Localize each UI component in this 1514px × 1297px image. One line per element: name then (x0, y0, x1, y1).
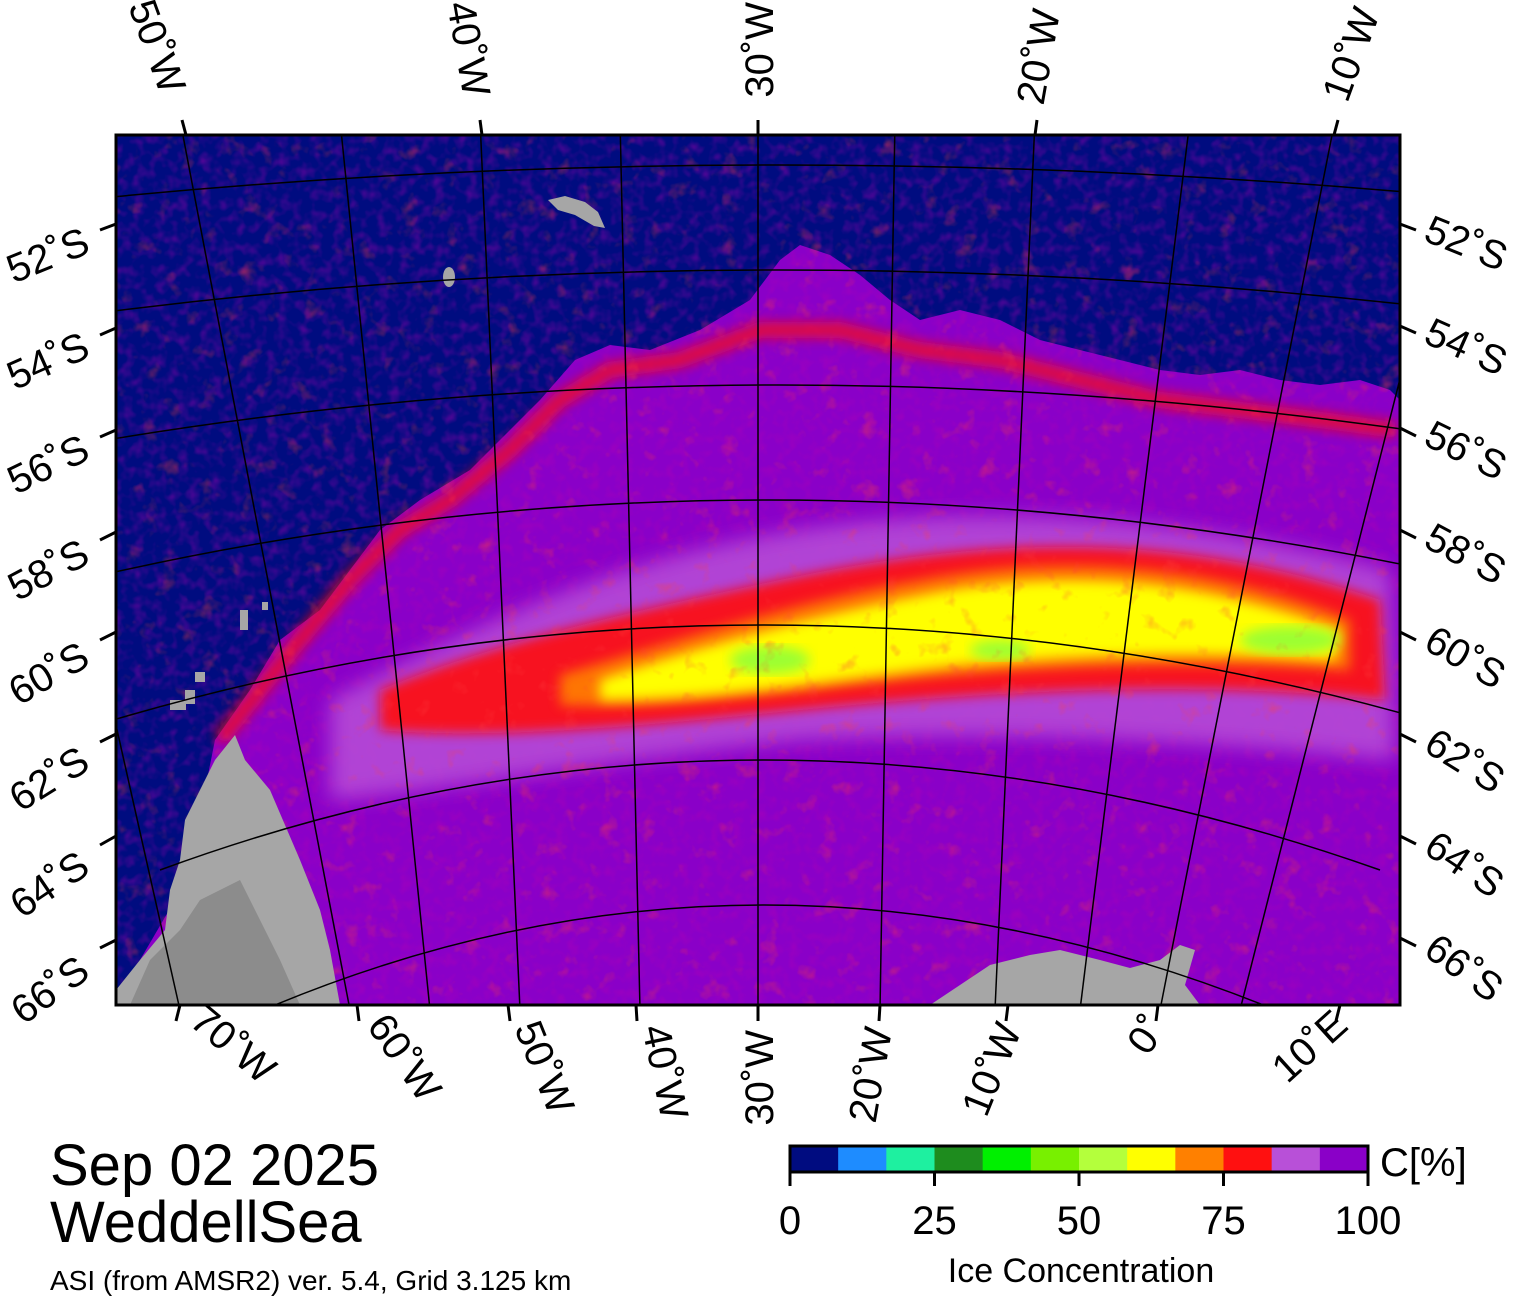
lat-label-right: 58˚S (1418, 515, 1513, 594)
lat-label-left: 64˚S (2, 843, 97, 927)
south-shetland-islands (170, 602, 268, 710)
lon-label-bottom: 20˚W (841, 1024, 901, 1126)
lon-label-bottom: 10˚W (954, 1017, 1031, 1122)
lon-label-bottom: 50˚W (506, 1015, 583, 1120)
lat-label-left: 58˚S (1, 531, 96, 610)
colorbar-tick-label: 25 (912, 1199, 957, 1243)
lat-label-left: 66˚S (3, 948, 97, 1033)
colorbar-cell (1271, 1146, 1321, 1172)
map-date: Sep 02 2025 (50, 1133, 379, 1198)
colorbar-cell (1030, 1146, 1080, 1172)
lat-label-right: 60˚S (1418, 618, 1513, 698)
lat-label-right: 56˚S (1418, 413, 1513, 490)
colorbar-tick-label: 0 (779, 1199, 801, 1243)
colorbar-cell (982, 1146, 1032, 1172)
east-antarctic-coast (930, 945, 1200, 1005)
colorbar-cell (1319, 1146, 1369, 1172)
lat-label-left: 52˚S (1, 220, 96, 292)
lon-label-bottom: 10˚E (1264, 1002, 1356, 1091)
lon-label-top: 40˚W (438, 0, 498, 100)
lon-label-top: 10˚W (1314, 2, 1388, 107)
map-panel (116, 135, 1400, 1005)
island (443, 267, 455, 287)
lon-label-bottom: 70˚W (182, 997, 284, 1092)
lat-label-left: 62˚S (2, 738, 97, 820)
map-region: WeddellSea (50, 1190, 362, 1255)
lon-label-top: 50˚W (120, 0, 194, 99)
colorbar-cell (1175, 1146, 1224, 1172)
lat-label-left: 56˚S (1, 427, 96, 504)
colorbar: 0 25 50 75 100 C[%] Ice Concentration (779, 1141, 1467, 1290)
lat-label-left: 60˚S (1, 634, 96, 714)
lat-label-right: 62˚S (1417, 720, 1512, 802)
lat-label-right: 66˚S (1417, 926, 1511, 1011)
colorbar-cell (886, 1146, 935, 1172)
lat-label-right: 52˚S (1419, 208, 1514, 280)
lat-label-right: 64˚S (1417, 823, 1512, 907)
colorbar-cell (1079, 1146, 1128, 1172)
axis-ticks (99, 119, 1417, 1022)
colorbar-title: Ice Concentration (948, 1252, 1215, 1290)
left-latitude-labels: 52˚S 54˚S 56˚S 58˚S 60˚S 62˚S 64˚S 66˚S (1, 220, 98, 1033)
colorbar-unit-label: C[%] (1380, 1141, 1467, 1185)
antarctic-peninsula (116, 735, 340, 1005)
colorbar-cells (790, 1146, 1369, 1172)
lon-label-top: 30˚W (738, 2, 782, 98)
lon-label-bottom: 0˚ (1119, 1008, 1175, 1062)
lon-label-top: 20˚W (1009, 6, 1069, 108)
colorbar-tick-label: 100 (1335, 1199, 1402, 1243)
colorbar-ticks (788, 1172, 1370, 1186)
lon-label-bottom: 30˚W (738, 1030, 782, 1126)
colorbar-cell (934, 1146, 984, 1172)
top-longitude-labels: 50˚W 40˚W 30˚W 20˚W 10˚W (120, 0, 1389, 108)
south-georgia-island (548, 196, 605, 228)
colorbar-tick-label: 75 (1201, 1199, 1246, 1243)
colorbar-cell (1127, 1146, 1176, 1172)
colorbar-cell (790, 1146, 839, 1172)
colorbar-cell (1223, 1146, 1273, 1172)
lat-label-right: 54˚S (1418, 310, 1513, 385)
graticule (116, 135, 1400, 1005)
lon-label-bottom: 60˚W (359, 1006, 450, 1110)
lat-label-left: 54˚S (1, 324, 96, 399)
right-latitude-labels: 52˚S 54˚S 56˚S 58˚S 60˚S 62˚S 64˚S 66˚S (1417, 208, 1514, 1011)
lon-label-bottom: 40˚W (633, 1021, 696, 1124)
colorbar-cell (838, 1146, 887, 1172)
colorbar-tick-label: 50 (1057, 1199, 1102, 1243)
data-source-line: ASI (from AMSR2) ver. 5.4, Grid 3.125 km (50, 1265, 571, 1296)
